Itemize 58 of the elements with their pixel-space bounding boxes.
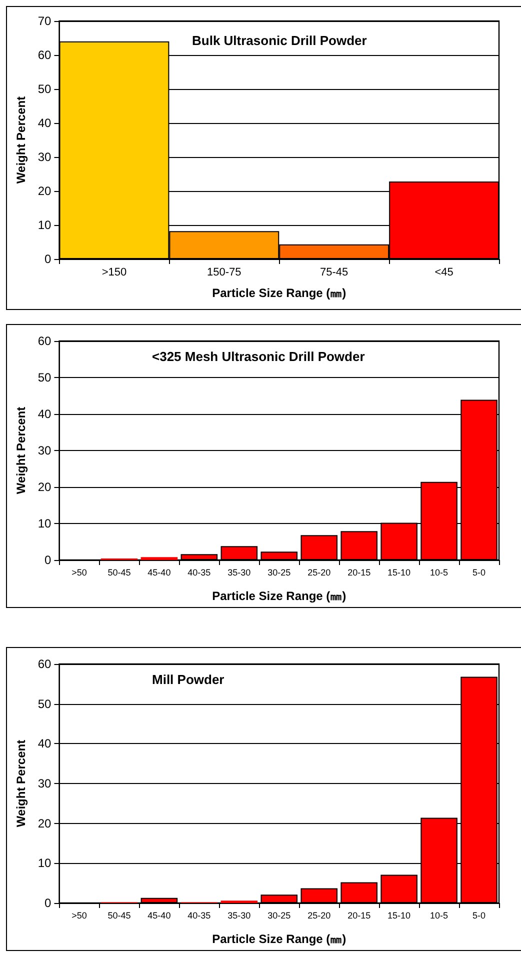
y-tick-label: 0 [44, 553, 52, 567]
y-tick-label: 70 [38, 14, 52, 28]
x-tick-label: 20-15 [348, 910, 371, 920]
y-tick-label: 60 [38, 334, 52, 348]
x-tick-label: 20-15 [348, 568, 371, 578]
x-tick-label: 50-45 [108, 568, 131, 578]
x-tick-label: >150 [102, 266, 127, 278]
x-tick-label: 15-10 [388, 568, 411, 578]
y-tick-label: 0 [44, 252, 52, 266]
y-tick-label: 10 [38, 516, 52, 530]
x-tick-label: 10-5 [430, 910, 448, 920]
y-tick-label: 40 [38, 407, 52, 421]
x-tick-label: 30-25 [268, 910, 291, 920]
x-tick-label: 25-20 [308, 910, 331, 920]
text: Bulk Ultrasonic Drill Powder [192, 33, 367, 48]
y-tick-label: 20 [38, 816, 52, 830]
y-tick-label: 20 [38, 480, 52, 494]
y-axis-title: Weight Percent [14, 406, 28, 494]
y-axis-title: Weight Percent [14, 740, 28, 828]
x-tick-label: 25-20 [308, 568, 331, 578]
x-tick-label: >50 [72, 568, 87, 578]
y-axis-title: Weight Percent [14, 96, 28, 184]
x-tick-label: 10-5 [430, 568, 448, 578]
x-tick-label: 45-40 [148, 568, 171, 578]
text: Mill Powder [152, 672, 224, 687]
y-tick-label: 60 [38, 657, 52, 671]
y-tick-label: 40 [38, 736, 52, 751]
x-axis-title: Particle Size Range (㎜) [212, 286, 346, 300]
x-tick-label: >50 [72, 910, 87, 920]
bar [140, 557, 178, 560]
x-tick-label: 30-25 [268, 568, 291, 578]
y-tick-label: 20 [38, 184, 52, 198]
y-tick-label: 0 [44, 896, 52, 910]
x-tick-label: 5-0 [472, 568, 486, 578]
x-tick-label: 40-35 [188, 910, 211, 920]
x-axis-title: Particle Size Range (㎜) [212, 589, 346, 603]
y-tick-label: 10 [38, 218, 52, 232]
x-tick-label: 75-45 [320, 266, 348, 278]
y-tick-label: 30 [38, 776, 52, 790]
y-tick-label: 50 [38, 82, 52, 96]
x-tick-label: 35-30 [228, 568, 251, 578]
x-tick-label: 50-45 [108, 910, 131, 920]
y-tick-label: 10 [38, 856, 52, 870]
y-tick-label: 40 [38, 116, 52, 130]
x-tick-label: 5-0 [472, 910, 486, 920]
x-axis-title: Particle Size Range (㎜) [212, 932, 346, 946]
x-tick-label: 45-40 [148, 910, 171, 920]
y-tick-label: 60 [38, 48, 52, 62]
y-tick-label: 50 [38, 696, 52, 711]
x-tick-label: <45 [434, 266, 454, 278]
x-tick-label: 35-30 [228, 910, 251, 920]
text: <325 Mesh Ultrasonic Drill Powder [152, 349, 365, 364]
y-tick-label: 50 [38, 370, 52, 384]
x-tick-label: 40-35 [188, 568, 211, 578]
y-tick-label: 30 [38, 150, 52, 164]
y-tick-label: 30 [38, 444, 52, 458]
x-tick-label: 150-75 [207, 266, 242, 278]
x-tick-label: 15-10 [388, 910, 411, 920]
